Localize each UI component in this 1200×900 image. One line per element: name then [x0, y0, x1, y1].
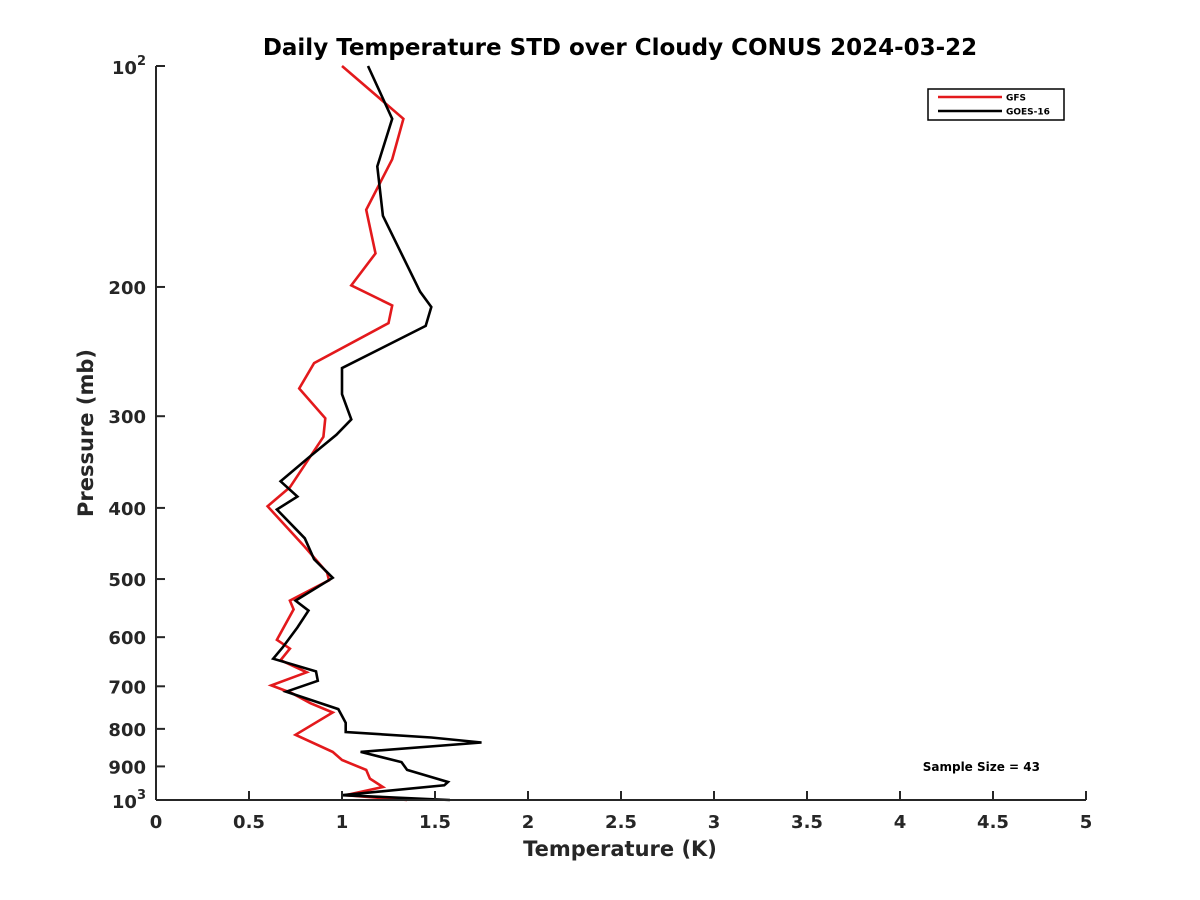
- legend: GFS GOES-16: [927, 88, 1065, 121]
- y-tick-label: 200: [108, 278, 146, 299]
- y-tick-label: 400: [108, 499, 146, 520]
- x-axis-ticks: 0 0.5 1 1.5 2 2.5 3 3.5 4 4.5 5: [150, 791, 1093, 833]
- y-tick-label: 700: [108, 677, 146, 698]
- x-tick-label: 0.5: [233, 812, 265, 833]
- y-tick-label-exponent: 3: [137, 788, 146, 803]
- x-tick-label: 1.5: [419, 812, 451, 833]
- x-tick-label: 0: [150, 812, 163, 833]
- plot-lines: [265, 65, 482, 802]
- y-tick-label: 800: [108, 720, 146, 741]
- series-line-goes-16: [270, 65, 482, 802]
- legend-label-gfs: GFS: [1006, 94, 1026, 104]
- y-tick-label: 300: [108, 407, 146, 428]
- legend-box: [927, 88, 1065, 121]
- x-tick-label: 5: [1080, 812, 1093, 833]
- x-tick-label: 2.5: [605, 812, 637, 833]
- sample-size-annotation: Sample Size = 43: [923, 760, 1040, 774]
- chart-title: Daily Temperature STD over Cloudy CONUS …: [263, 35, 977, 61]
- x-tick-label: 3: [708, 812, 721, 833]
- y-tick-label-base: 10: [112, 58, 137, 79]
- y-axis-label: Pressure (mb): [74, 349, 98, 517]
- x-tick-label: 3.5: [791, 812, 823, 833]
- x-tick-label: 2: [522, 812, 535, 833]
- y-tick-label-exponent: 2: [137, 54, 146, 69]
- x-tick-label: 4.5: [977, 812, 1009, 833]
- y-tick-label: 500: [108, 570, 146, 591]
- x-tick-label: 4: [894, 812, 907, 833]
- y-tick-label: 600: [108, 628, 146, 649]
- series-line-gfs: [265, 65, 408, 802]
- legend-label-goes-16: GOES-16: [1006, 108, 1050, 118]
- y-tick-label: 102: [112, 54, 146, 79]
- y-tick-label: 103: [112, 788, 146, 813]
- x-axis-label: Temperature (K): [523, 837, 717, 861]
- y-tick-label: 900: [108, 757, 146, 778]
- y-tick-label-base: 10: [112, 792, 137, 813]
- x-tick-label: 1: [336, 812, 349, 833]
